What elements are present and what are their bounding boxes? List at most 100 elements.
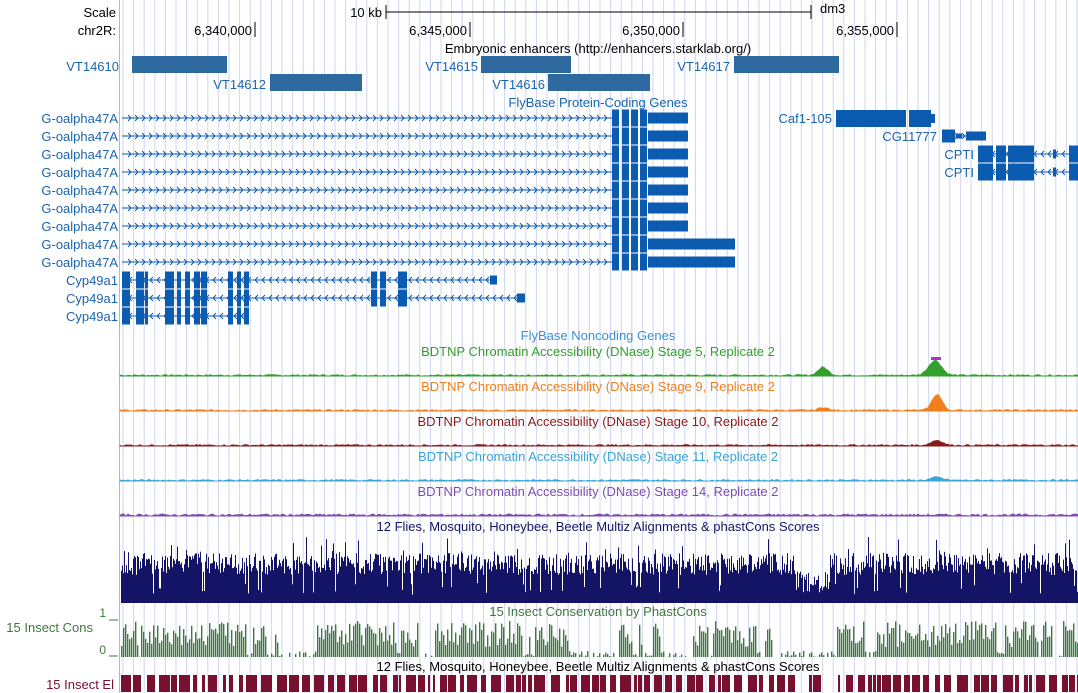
strand-arrow — [491, 204, 496, 212]
multiz-bar — [920, 571, 921, 603]
conserved-element — [722, 675, 730, 692]
exon — [185, 271, 190, 289]
enhancer-block — [132, 56, 227, 73]
conserved-element — [748, 675, 757, 692]
multiz-bar — [1019, 557, 1020, 603]
multiz-bar — [1018, 568, 1019, 603]
cons-bar — [917, 633, 919, 657]
cons-bar — [471, 630, 473, 657]
multiz-bar — [548, 574, 549, 603]
exon — [631, 127, 638, 145]
multiz-bar — [384, 562, 385, 603]
strand-arrow — [260, 240, 265, 248]
multiz-bar — [426, 559, 427, 603]
cons-bar — [451, 623, 453, 657]
cons-bar — [819, 654, 821, 657]
cons-bar — [299, 651, 301, 657]
multiz-bar — [275, 554, 276, 603]
insect-cons-histogram[interactable] — [121, 621, 1078, 657]
multiz-bar — [770, 572, 771, 603]
cons-bar — [175, 633, 177, 657]
flybase-coding-title[interactable]: FlyBase Protein-Coding Genes — [508, 95, 688, 110]
multiz-bar — [176, 559, 177, 603]
cons-bar — [717, 628, 719, 657]
cons-bar — [465, 625, 467, 657]
multiz-bar — [903, 556, 904, 603]
insect-cons-side-label[interactable]: 15 Insect Cons — [6, 620, 93, 635]
multiz-bar — [695, 558, 696, 603]
multiz-bar — [158, 568, 159, 603]
multiz-bar — [192, 556, 193, 603]
multiz-bar — [737, 560, 738, 603]
insect-el-track[interactable] — [121, 675, 1078, 692]
exon — [648, 130, 688, 142]
multiz-track-title[interactable]: 12 Flies, Mosquito, Honeybee, Beetle Mul… — [377, 519, 820, 534]
strand-arrow — [148, 240, 153, 248]
multiz-bar — [172, 567, 173, 603]
multiz-bar — [300, 562, 301, 603]
strand-arrow — [393, 222, 398, 230]
multiz-bar — [616, 572, 617, 603]
flybase-coding-track[interactable]: G-oalpha47AG-oalpha47AG-oalpha47AG-oalph… — [41, 109, 1078, 325]
conserved-element — [1049, 675, 1057, 692]
multiz-bar — [674, 560, 675, 603]
multiz-bar — [756, 569, 757, 603]
cons-bar — [981, 623, 983, 657]
cons-bar — [527, 654, 529, 657]
strand-arrow — [513, 294, 518, 302]
conserved-element — [654, 675, 662, 692]
dnase-tracks[interactable]: BDTNP Chromatin Accessibility (DNase) St… — [119, 344, 1078, 517]
insect-cons-title[interactable]: 15 Insect Conservation by PhastCons — [489, 604, 707, 619]
multiz-bar — [906, 592, 907, 603]
multiz-bar — [781, 574, 782, 603]
multiz-bar — [1023, 555, 1024, 603]
strand-arrow — [407, 204, 412, 212]
cons-bar — [609, 656, 611, 657]
multiz-bar — [252, 567, 253, 603]
cons-bar — [745, 646, 747, 657]
strand-arrow — [414, 222, 419, 230]
conserved-element — [418, 675, 425, 692]
gene-label: CG11777 — [882, 129, 937, 144]
multiz-bar — [1003, 562, 1004, 603]
multiz-histogram[interactable] — [121, 537, 1078, 603]
cons-bar — [759, 651, 761, 657]
strand-arrow — [204, 132, 209, 140]
strand-arrow — [477, 132, 482, 140]
strand-arrow — [470, 114, 475, 122]
multiz-bar — [977, 563, 978, 603]
strand-arrow — [568, 168, 573, 176]
multiz-bar — [339, 552, 340, 603]
multiz-bar — [287, 566, 288, 603]
multiz-bar — [368, 563, 369, 603]
multiz-bar — [489, 569, 490, 603]
enhancers-track-title[interactable]: Embryonic enhancers (http://enhancers.st… — [445, 41, 751, 56]
multiz-bar — [121, 570, 122, 603]
strand-arrow — [134, 222, 139, 230]
strand-arrow — [526, 240, 531, 248]
flybase-noncoding-title[interactable]: FlyBase Noncoding Genes — [521, 328, 676, 343]
insect-el-side-label[interactable]: 15 Insect El — [46, 677, 114, 692]
multiz-bar — [503, 569, 504, 603]
cons-bar — [555, 638, 557, 657]
strand-arrow — [275, 294, 280, 302]
insect-el-title[interactable]: 12 Flies, Mosquito, Honeybee, Beetle Mul… — [377, 659, 820, 674]
multiz-bar — [295, 569, 296, 603]
strand-arrow — [204, 240, 209, 248]
conserved-element — [302, 675, 310, 692]
strand-arrow — [477, 222, 482, 230]
cons-bar — [331, 625, 333, 657]
exon — [244, 289, 249, 307]
cons-bar — [255, 643, 257, 657]
multiz-bar — [874, 591, 875, 603]
exon — [237, 307, 241, 325]
cons-bar — [459, 635, 461, 657]
strand-arrow — [414, 168, 419, 176]
strand-arrow — [596, 222, 601, 230]
multiz-bar — [761, 559, 762, 603]
multiz-bar — [693, 553, 694, 603]
multiz-bar — [311, 556, 312, 603]
conserved-element — [133, 675, 141, 692]
